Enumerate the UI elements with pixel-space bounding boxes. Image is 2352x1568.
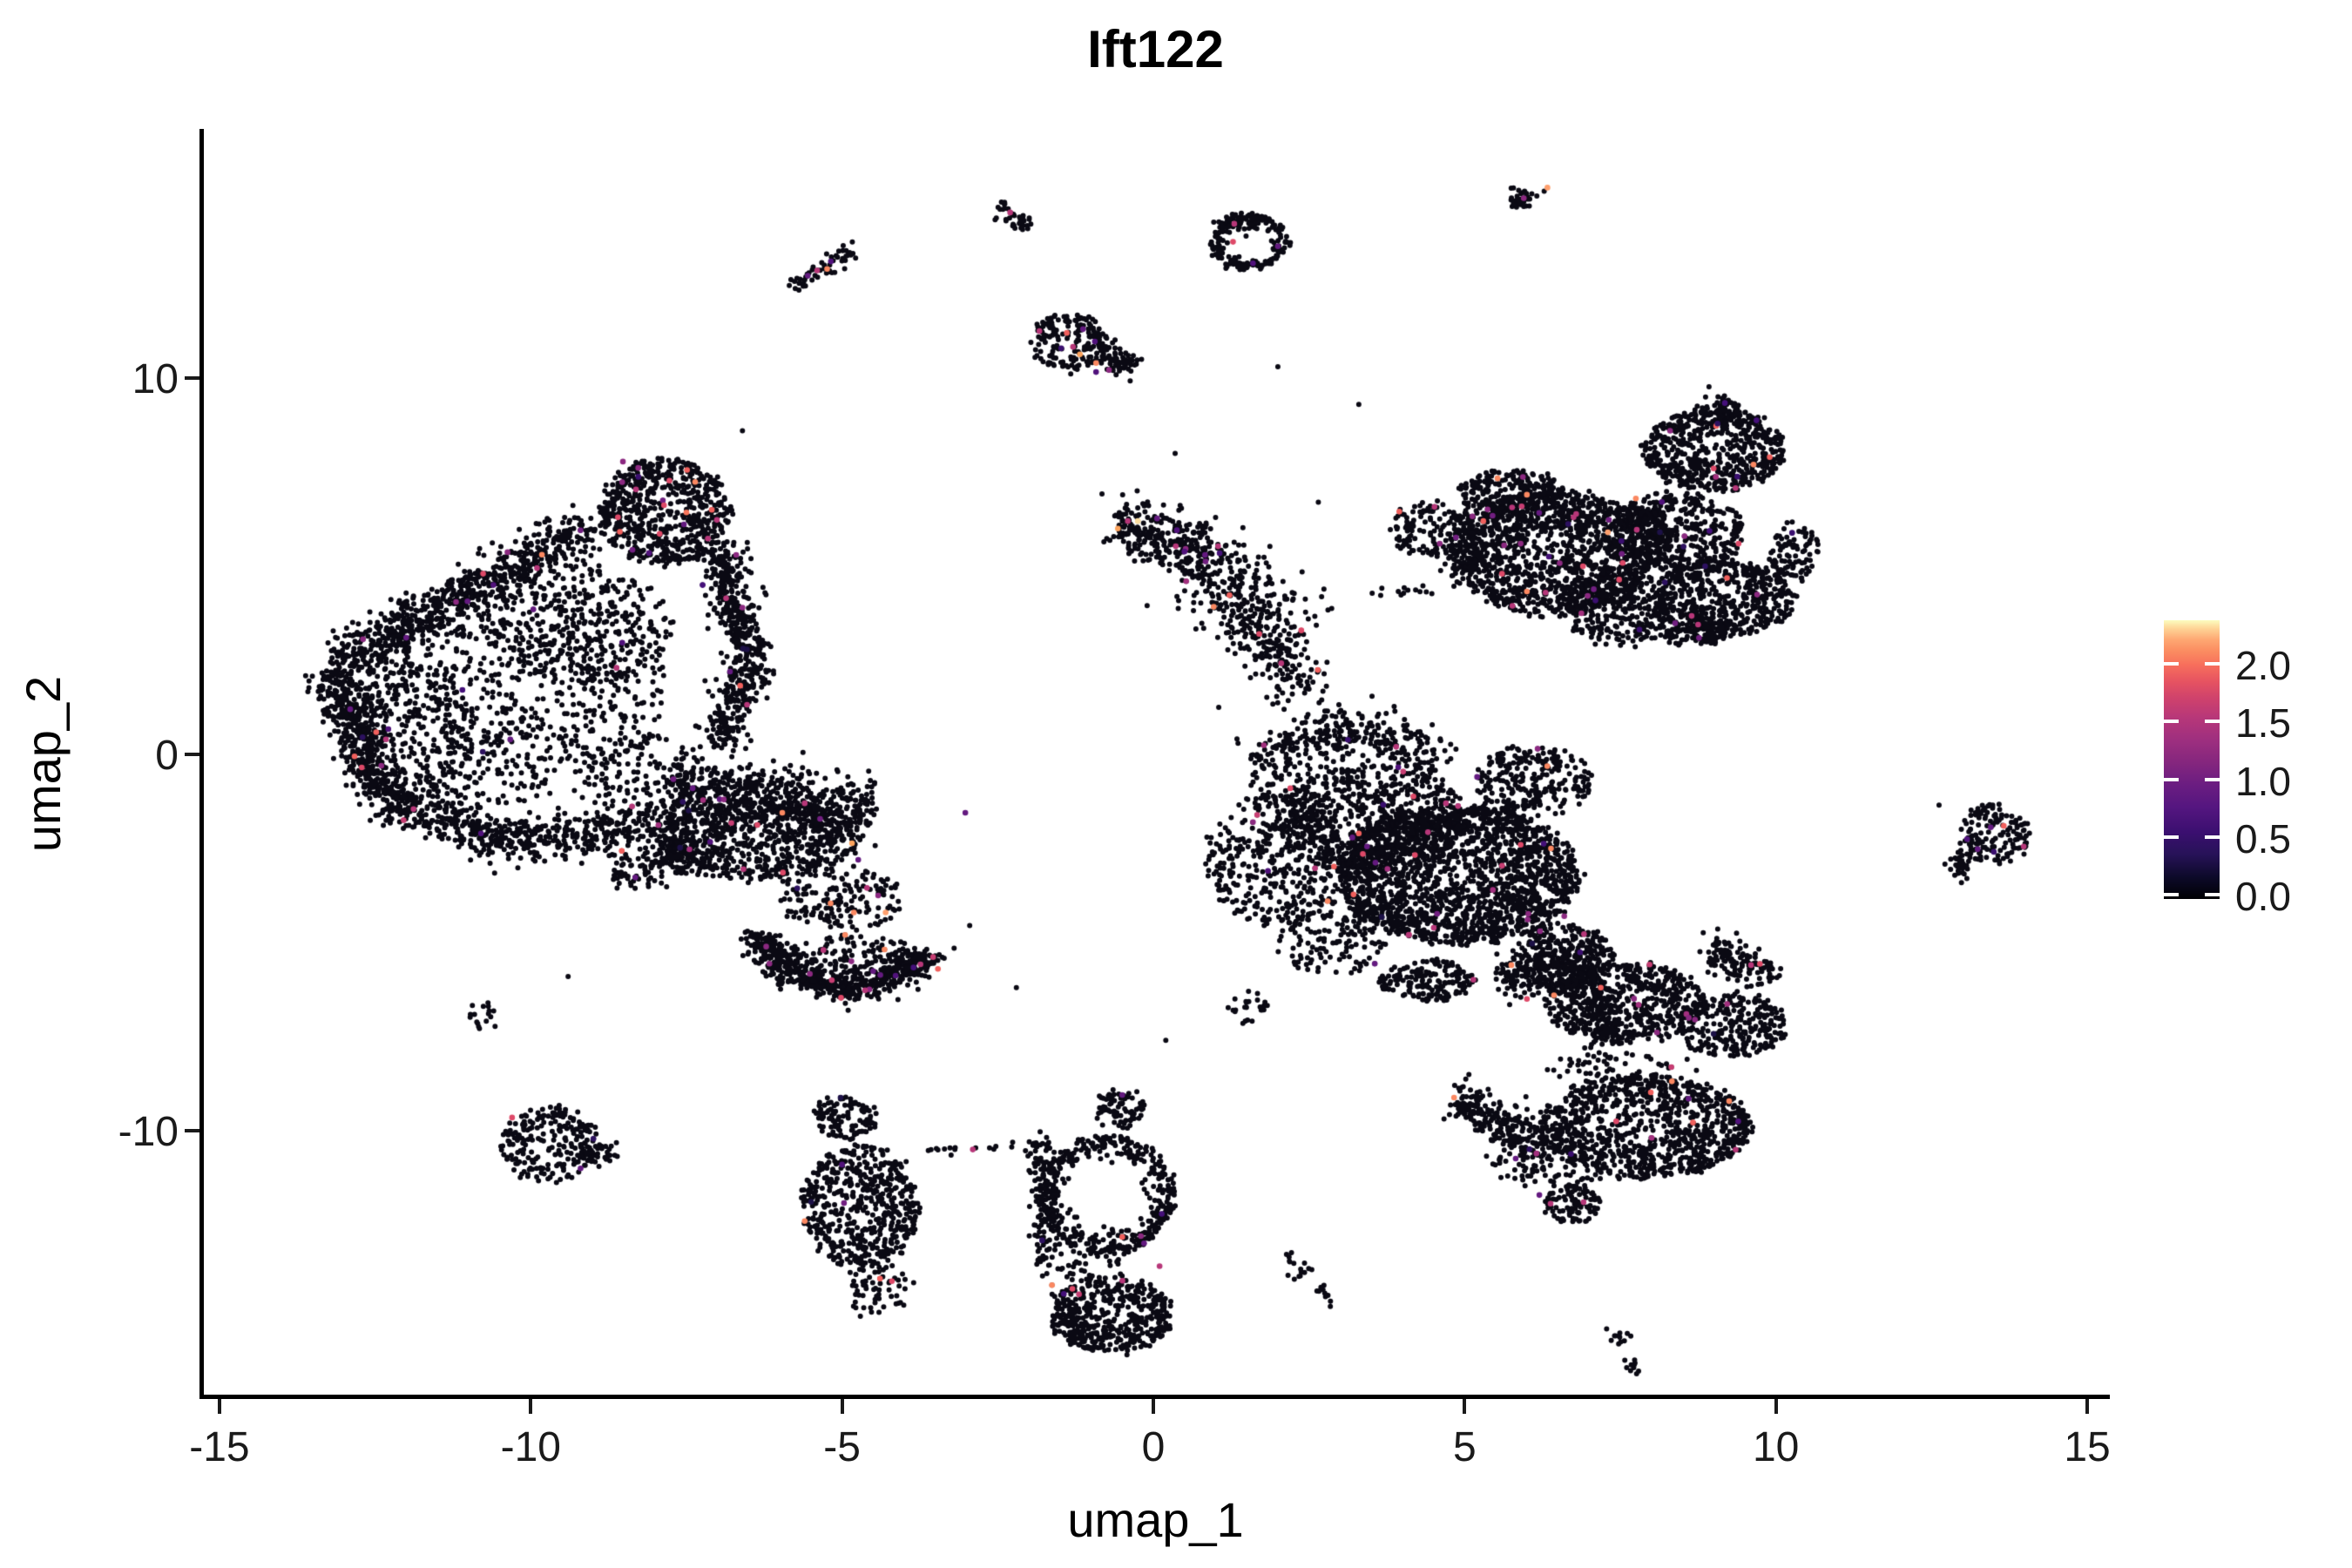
expression-colorbar-legend: 2.0 1.5 1.0 0.5 0.0 bbox=[2143, 601, 2352, 932]
colorbar-tick-label: 1.0 bbox=[2235, 758, 2291, 804]
x-tick-mark bbox=[2085, 1399, 2090, 1414]
colorbar-tick-mark bbox=[2164, 720, 2179, 724]
colorbar-tick-mark bbox=[2205, 720, 2220, 724]
y-tick-label: 10 bbox=[132, 356, 179, 402]
x-tick-mark bbox=[840, 1399, 844, 1414]
colorbar-gradient bbox=[2164, 620, 2220, 899]
x-tick-mark bbox=[1463, 1399, 1467, 1414]
x-axis-line bbox=[199, 1395, 2110, 1399]
y-tick-label: -10 bbox=[118, 1109, 179, 1155]
colorbar-tick-mark bbox=[2205, 893, 2220, 896]
y-tick-mark bbox=[185, 1129, 199, 1132]
x-axis-title: umap_1 bbox=[1067, 1492, 1244, 1547]
colorbar-tick-label: 2.0 bbox=[2235, 643, 2291, 688]
colorbar-tick-mark bbox=[2205, 662, 2220, 666]
colorbar-tick-label: 0.5 bbox=[2235, 815, 2291, 862]
x-tick-label: 15 bbox=[2064, 1424, 2111, 1470]
colorbar-tick-label: 0.0 bbox=[2235, 874, 2291, 919]
x-tick-label: -5 bbox=[823, 1424, 861, 1470]
colorbar-tick-mark bbox=[2164, 777, 2179, 781]
y-tick-mark bbox=[185, 753, 199, 756]
y-tick-label: 0 bbox=[155, 733, 179, 779]
x-tick-label: 10 bbox=[1752, 1424, 1800, 1470]
x-tick-mark bbox=[1152, 1399, 1155, 1414]
colorbar-tick-label: 1.5 bbox=[2235, 700, 2291, 747]
x-tick-mark bbox=[1774, 1399, 1778, 1414]
colorbar-tick-mark bbox=[2164, 893, 2179, 896]
y-axis-line bbox=[199, 129, 204, 1399]
x-tick-label: 0 bbox=[1141, 1424, 1166, 1470]
x-tick-mark bbox=[529, 1399, 533, 1414]
x-tick-label: 5 bbox=[1452, 1424, 1477, 1470]
x-tick-label: -10 bbox=[500, 1424, 561, 1470]
colorbar-tick-mark bbox=[2164, 662, 2179, 666]
colorbar-tick-mark bbox=[2205, 777, 2220, 781]
colorbar-tick-mark bbox=[2205, 835, 2220, 839]
y-tick-mark bbox=[185, 376, 199, 380]
y-axis-title: umap_2 bbox=[16, 675, 71, 853]
x-tick-mark bbox=[217, 1399, 221, 1414]
x-tick-label: -15 bbox=[189, 1424, 250, 1470]
colorbar-tick-mark bbox=[2164, 835, 2179, 839]
